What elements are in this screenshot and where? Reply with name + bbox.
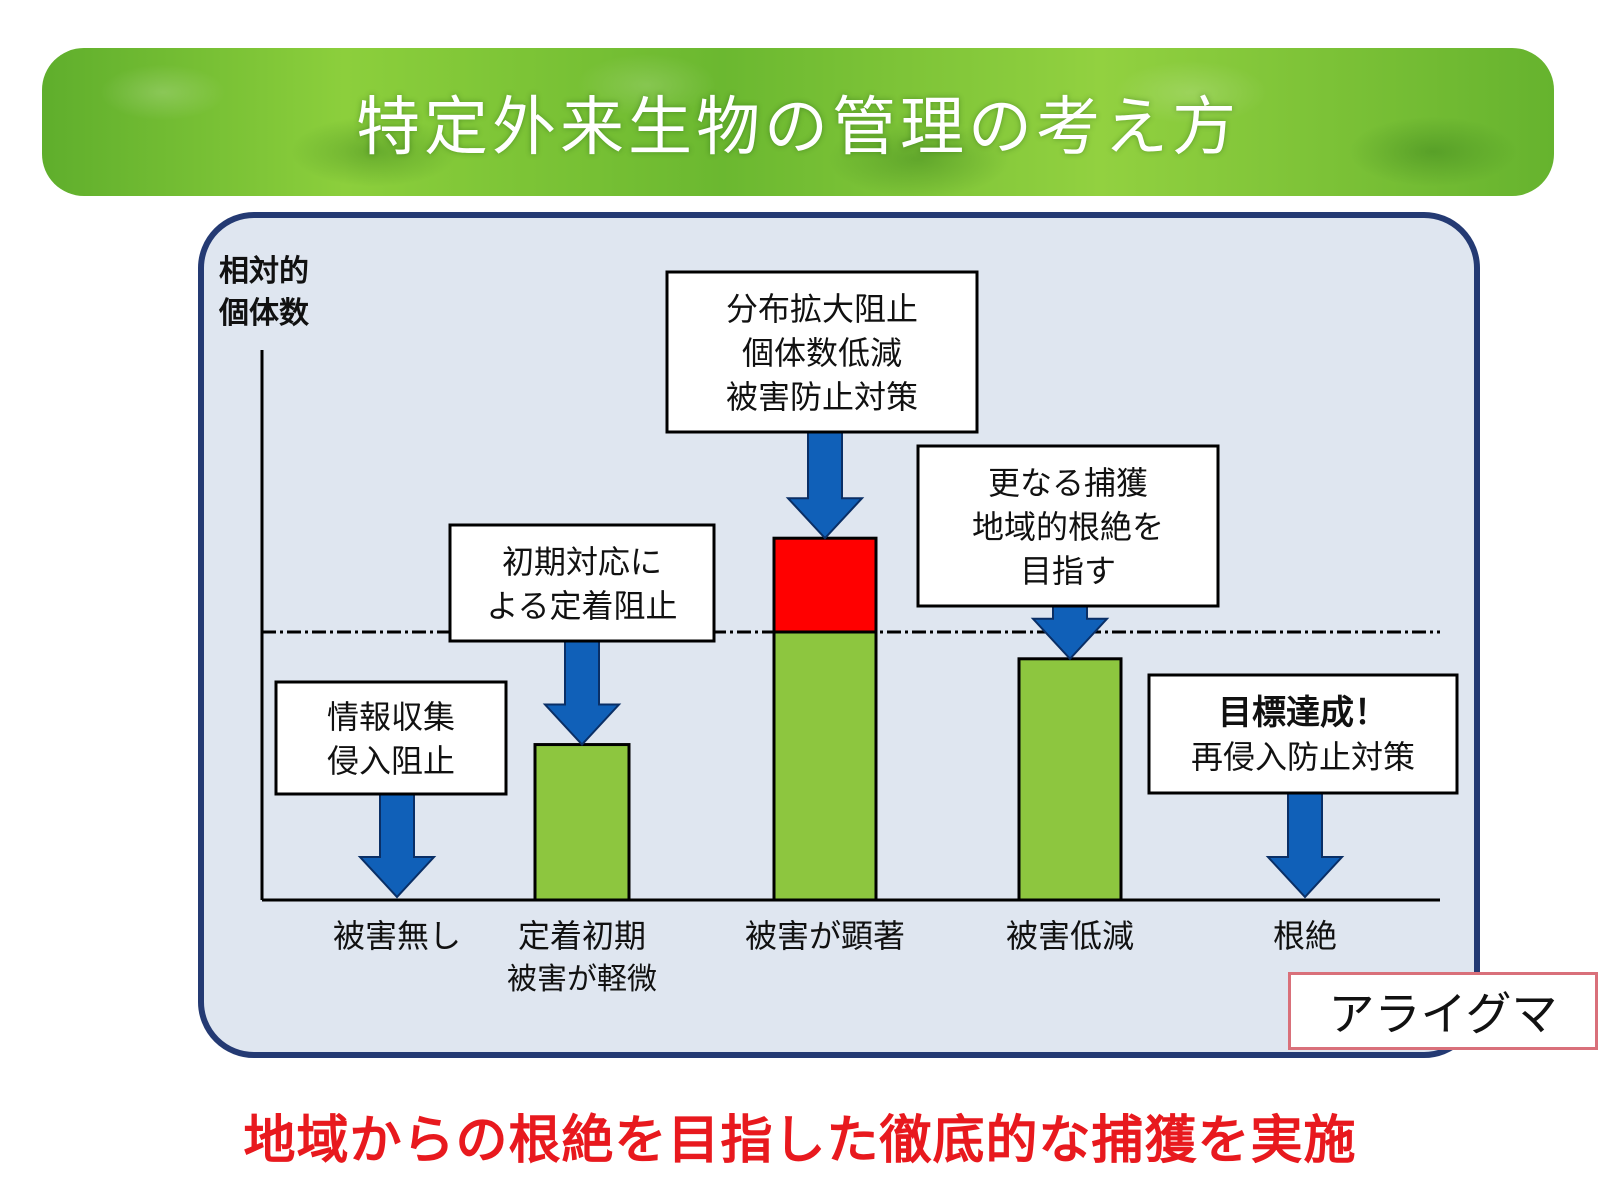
callout-text: 初期対応に <box>502 543 662 581</box>
page-title: 特定外来生物の管理の考え方 <box>356 91 1240 165</box>
callout-text: 目指す <box>1020 552 1116 590</box>
callout-box-2 <box>665 270 979 434</box>
bar-3 <box>1017 657 1123 902</box>
callout-text: 分布拡大阻止 <box>726 290 918 328</box>
callout-box-3 <box>916 444 1220 608</box>
callout-box-0 <box>274 680 508 796</box>
conclusion-text: 地域からの根絶を目指した徹底的な捕獲を実施 <box>243 1111 1357 1171</box>
callout-text: 情報収集 <box>327 698 455 736</box>
callout-box-4 <box>1147 673 1459 795</box>
stage-label: 被害無し <box>333 917 461 955</box>
callout-text: よる定着阻止 <box>486 587 677 625</box>
down-arrow-icon <box>1030 605 1110 661</box>
bar-excess-2 <box>772 536 878 634</box>
bar-1 <box>533 743 631 902</box>
title-banner: 特定外来生物の管理の考え方 <box>42 48 1554 196</box>
stage-label: 定着初期 <box>518 917 646 955</box>
callout-text: 更なる捕獲 <box>988 464 1148 502</box>
callout-text: 個体数低減 <box>742 334 902 372</box>
stage-label: 根絶 <box>1273 917 1337 955</box>
y-axis-label: 相対的 <box>219 254 309 289</box>
down-arrow-icon <box>357 793 437 899</box>
callout-text: 目標達成！ <box>1218 693 1388 733</box>
down-arrow-icon <box>1265 792 1345 899</box>
species-label: アライグマ <box>1288 972 1598 1050</box>
callout-text: 再侵入防止対策 <box>1191 738 1415 776</box>
callout-text: 地域的根絶を <box>972 508 1164 546</box>
stage-label: 被害が軽微 <box>507 962 657 997</box>
bar-2 <box>772 630 878 902</box>
down-arrow-icon <box>785 431 865 540</box>
callout-text: 侵入阻止 <box>327 742 455 780</box>
callout-text: 被害防止対策 <box>726 378 918 416</box>
callout-box-1 <box>448 523 716 643</box>
stage-label: 被害が顕著 <box>745 917 905 955</box>
down-arrow-icon <box>542 640 622 747</box>
y-axis-label: 個体数 <box>218 296 310 331</box>
stage-label: 被害低減 <box>1006 917 1134 955</box>
